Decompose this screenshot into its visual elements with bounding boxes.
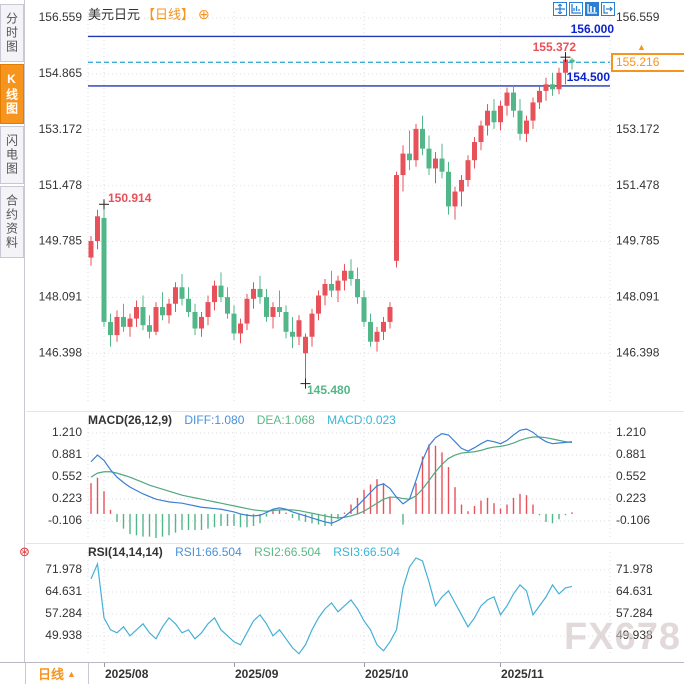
svg-text:156.559: 156.559 (39, 10, 83, 24)
x-axis-tick (500, 663, 501, 667)
svg-text:0.881: 0.881 (52, 447, 82, 461)
svg-text:148.091: 148.091 (616, 290, 660, 304)
rsi1-value: RSI1:66.504 (175, 545, 242, 559)
sidebar-tab-kline-chart[interactable]: K线图 (0, 64, 24, 124)
svg-text:49.938: 49.938 (45, 628, 82, 642)
current-price-tag: 155.216 (611, 53, 684, 72)
period-selector[interactable]: 日线 ▲ (25, 663, 89, 684)
svg-text:71.978: 71.978 (45, 562, 82, 576)
macd-header: MACD(26,12,9) DIFF:1.080 DEA:1.068 MACD:… (88, 413, 396, 427)
svg-text:154.865: 154.865 (39, 66, 83, 80)
macd-name: MACD(26,12,9) (88, 413, 173, 427)
panel-divider (26, 543, 684, 544)
x-axis-tick (104, 663, 105, 667)
indicator-settings-icon[interactable]: ⊛ (19, 544, 30, 559)
chart-title: 美元日元 【日线】 ⊕ (88, 4, 210, 23)
svg-text:0.552: 0.552 (616, 469, 646, 483)
svg-text:64.631: 64.631 (45, 584, 82, 598)
current-price-marker-icon: ▲ (637, 42, 646, 52)
period-selector-label: 日线 (38, 667, 65, 682)
svg-text:-0.106: -0.106 (48, 513, 82, 527)
x-axis-tick (234, 663, 235, 667)
svg-text:57.284: 57.284 (45, 606, 82, 620)
rsi-panel-canvas[interactable]: 71.978 71.978 64.631 64.631 57.284 57.284 49.9… (26, 546, 684, 662)
svg-text:153.172: 153.172 (39, 122, 83, 136)
svg-text:49.938: 49.938 (616, 628, 653, 642)
svg-text:0.881: 0.881 (616, 447, 646, 461)
svg-text:1.210: 1.210 (52, 425, 82, 439)
svg-text:151.478: 151.478 (39, 178, 83, 192)
chart-toolbar (553, 2, 615, 16)
x-axis-label: 2025/11 (501, 667, 544, 681)
svg-text:57.284: 57.284 (616, 606, 653, 620)
sidebar-tab-flash-chart[interactable]: 闪电图 (0, 126, 24, 184)
svg-text:149.785: 149.785 (616, 234, 660, 248)
sidebar-tab-contract-info[interactable]: 合约资料 (0, 186, 24, 258)
period-high-label: 155.372 (532, 40, 576, 54)
svg-text:153.172: 153.172 (616, 122, 660, 136)
svg-text:156.559: 156.559 (616, 10, 660, 24)
symbol-title: 美元日元 (88, 7, 141, 22)
pop-out-icon[interactable] (601, 2, 615, 16)
rsi-header: RSI(14,14,14) RSI1:66.504 RSI2:66.504 RS… (88, 545, 400, 559)
x-axis-tick (364, 663, 365, 667)
svg-text:0.552: 0.552 (52, 469, 82, 483)
pan-crosshair-icon[interactable] (553, 2, 567, 16)
svg-text:64.631: 64.631 (616, 584, 653, 598)
x-axis-label: 2025/08 (105, 667, 149, 681)
sidebar-tab-time-share-chart[interactable]: 分时图 (0, 4, 24, 62)
watermark: FX678 (564, 616, 681, 658)
swing-high-label: 150.914 (108, 191, 152, 205)
svg-text:149.785: 149.785 (39, 234, 83, 248)
rsi2-value: RSI2:66.504 (254, 545, 321, 559)
support-line-label: 154.500 (566, 70, 610, 84)
svg-text:0.223: 0.223 (52, 491, 82, 505)
price-chart-canvas[interactable]: 156.559 156.559 154.865 153.172 153.172 151.4… (26, 0, 684, 412)
rsi3-value: RSI3:66.504 (333, 545, 400, 559)
x-axis-bar: 日线 ▲ 2025/08 2025/09 2025/10 2025/11 (0, 662, 684, 684)
macd-panel-canvas[interactable]: 1.210 1.210 0.881 0.881 0.552 0.552 0.223 0.223… (26, 414, 684, 544)
add-indicator-icon[interactable]: ⊕ (198, 6, 210, 22)
svg-text:148.091: 148.091 (39, 290, 83, 304)
candlestick-view-icon[interactable] (585, 2, 599, 16)
x-axis-label: 2025/09 (235, 667, 279, 681)
svg-text:146.398: 146.398 (616, 345, 660, 359)
macd-dea-value: DEA:1.068 (256, 413, 315, 427)
svg-text:151.478: 151.478 (616, 178, 660, 192)
svg-text:-0.106: -0.106 (616, 513, 650, 527)
x-axis-label: 2025/10 (365, 667, 409, 681)
macd-diff-value: DIFF:1.080 (184, 413, 245, 427)
panel-divider (26, 411, 684, 412)
period-low-label: 145.480 (307, 383, 351, 397)
rsi-name: RSI(14,14,14) (88, 545, 163, 559)
sidebar: 分时图 K线图 闪电图 合约资料 (0, 0, 25, 662)
svg-text:146.398: 146.398 (39, 345, 83, 359)
period-label: 【日线】 (142, 7, 195, 22)
svg-text:0.223: 0.223 (616, 491, 646, 505)
indicator-panel-icon[interactable] (569, 2, 583, 16)
svg-text:71.978: 71.978 (616, 562, 653, 576)
macd-macd-value: MACD:0.023 (327, 413, 396, 427)
resistance-line-label: 156.000 (570, 22, 614, 36)
chevron-up-icon: ▲ (67, 668, 76, 679)
svg-text:1.210: 1.210 (616, 425, 646, 439)
